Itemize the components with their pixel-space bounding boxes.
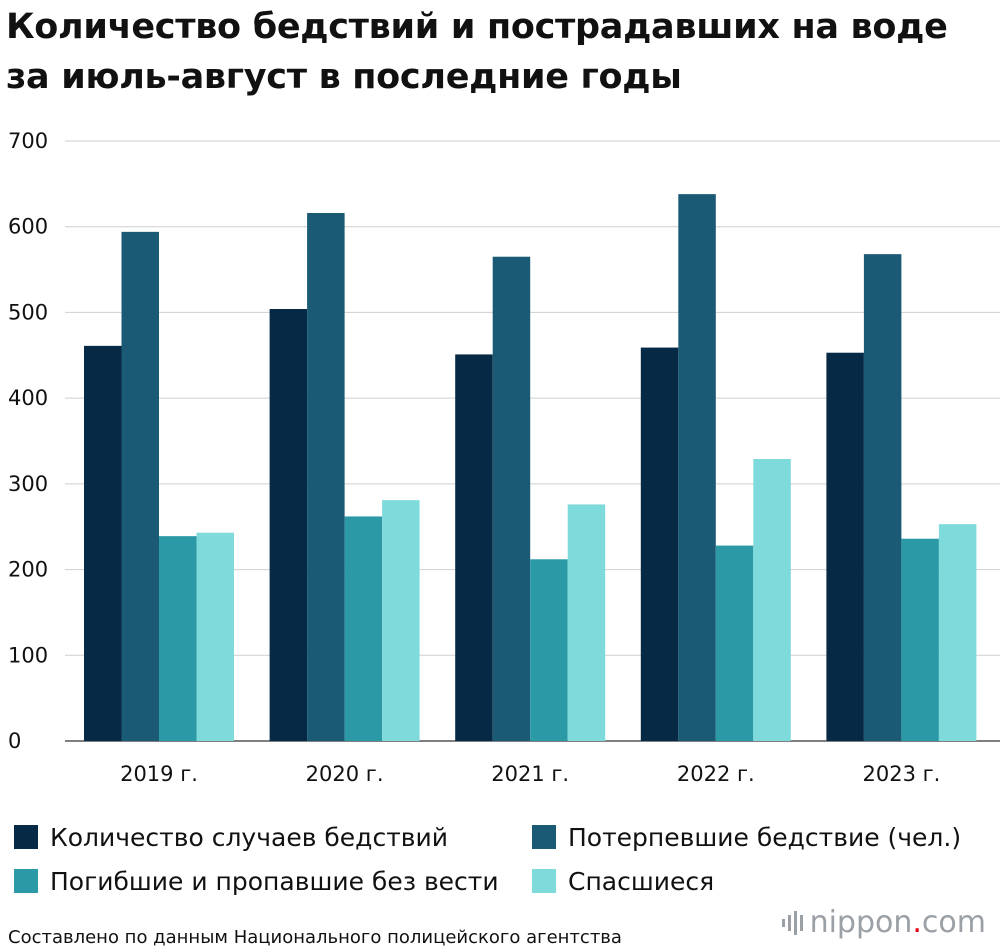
bar <box>307 213 345 741</box>
x-tick-label: 2020 г. <box>306 762 384 786</box>
bar <box>84 345 122 741</box>
y-tick-label: 100 <box>8 643 48 667</box>
bar <box>455 354 493 741</box>
x-tick-label: 2022 г. <box>677 762 755 786</box>
y-tick-label: 0 <box>8 729 21 753</box>
logo-name: nippon <box>809 905 913 940</box>
bar <box>715 545 754 741</box>
bar <box>863 254 902 741</box>
legend-swatch <box>14 869 38 893</box>
bar <box>269 309 308 741</box>
bars <box>84 194 977 742</box>
legend: Количество случаев бедствий Потерпевшие … <box>14 815 1000 903</box>
x-tick-label: 2021 г. <box>491 762 569 786</box>
bar <box>753 459 791 741</box>
y-tick-label: 600 <box>8 215 48 239</box>
legend-swatch <box>532 869 556 893</box>
y-axis-ticks: 0 100 200 300 400 500 600 700 <box>8 129 48 753</box>
chart-svg: 0 100 200 300 400 500 600 700 2019 г. 2020 г. 202… <box>8 129 1000 786</box>
x-tick-label: 2019 г. <box>120 762 198 786</box>
bar <box>382 500 420 741</box>
bar <box>640 347 679 741</box>
nippon-logo: nippon. com <box>781 905 986 940</box>
x-tick-label: 2023 г. <box>862 762 940 786</box>
legend-label: Спасшиеся <box>568 866 715 896</box>
bar <box>567 504 606 741</box>
bar <box>901 538 939 741</box>
legend-item-dead-missing: Погибшие и пропавшие без вести <box>14 867 532 896</box>
legend-row-1: Количество случаев бедствий Потерпевшие … <box>14 815 1000 859</box>
legend-label: Количество случаев бедствий <box>50 822 448 852</box>
bar <box>196 532 234 741</box>
y-tick-label: 700 <box>8 129 48 153</box>
legend-item-rescued: Спасшиеся <box>532 867 714 896</box>
bar <box>492 256 531 741</box>
legend-label: Погибшие и пропавшие без вести <box>50 866 499 896</box>
legend-item-disasters: Количество случаев бедствий <box>14 823 532 852</box>
logo-suffix: com <box>921 905 986 940</box>
y-tick-label: 300 <box>8 472 48 496</box>
y-tick-label: 500 <box>8 300 48 324</box>
bar <box>121 231 159 741</box>
bar <box>159 536 197 741</box>
x-axis-ticks: 2019 г. 2020 г. 2021 г. 2022 г. 2023 г. <box>120 762 940 786</box>
legend-item-victims: Потерпевшие бедствие (чел.) <box>532 823 961 852</box>
bar <box>344 516 383 741</box>
y-tick-label: 200 <box>8 558 48 582</box>
legend-swatch <box>532 825 556 849</box>
bar <box>826 352 864 741</box>
legend-swatch <box>14 825 38 849</box>
legend-row-2: Погибшие и пропавшие без вести Спасшиеся <box>14 859 1000 903</box>
bar <box>938 524 977 741</box>
bar <box>530 559 568 741</box>
source-note: Составлено по данным Национального полиц… <box>8 927 622 948</box>
logo-dot: . <box>912 905 922 940</box>
y-tick-label: 400 <box>8 386 48 410</box>
legend-label: Потерпевшие бедствие (чел.) <box>568 822 962 852</box>
chart-title: Количество бедствий и пострадавших на во… <box>6 7 948 97</box>
bar <box>678 194 716 742</box>
logo-bars-icon <box>781 910 803 935</box>
